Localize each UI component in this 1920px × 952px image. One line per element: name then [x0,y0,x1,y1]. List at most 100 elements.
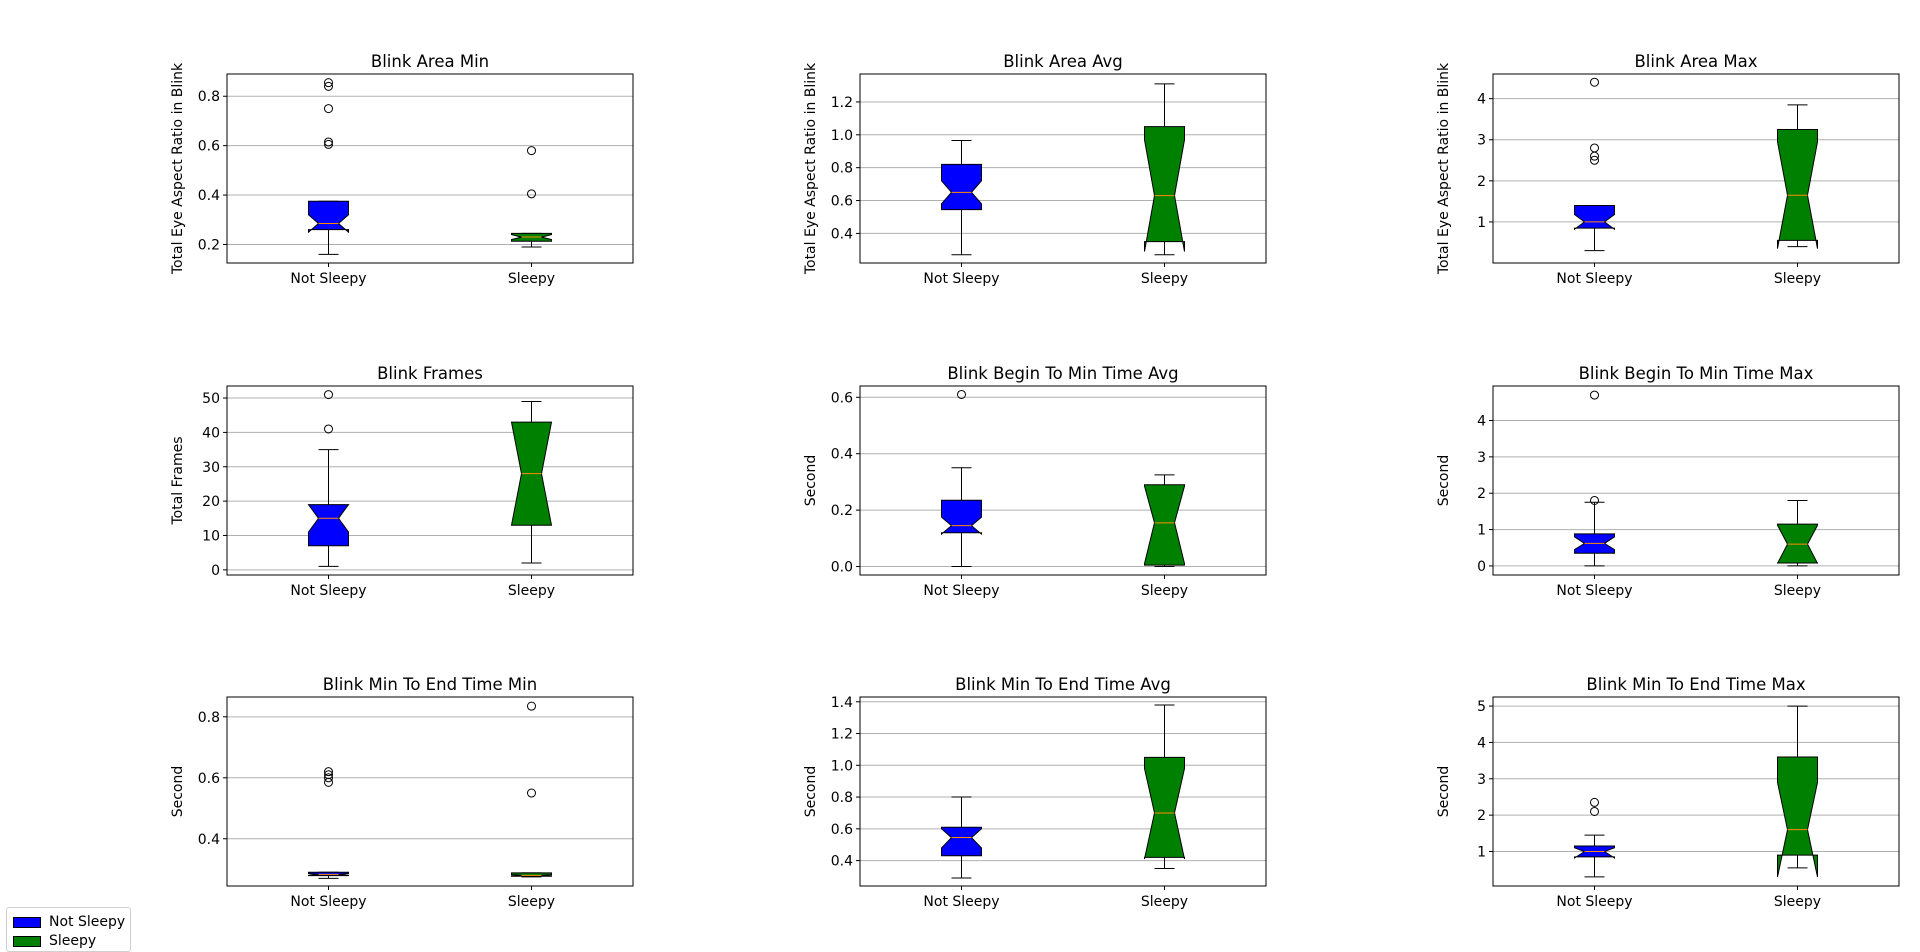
plot-frame [1492,696,1900,887]
subplot-6: 0 1 2 3 4 Not Sleepy Sleepy Blink Begin To Min … [1436,364,1900,599]
x-tick-label: Not Sleepy [290,894,366,910]
y-axis-label: Second [803,766,819,818]
box-not-sleepy [941,163,982,211]
y-tick-label: 4 [1477,735,1486,751]
subplot-8: 0.4 0.6 0.8 1.0 1.2 1.4 Not Sleepy Sleepy Blink … [803,675,1267,910]
subplot-7: 0.4 0.6 0.8 Not Sleepy Sleepy Blink Min To En… [170,675,634,910]
y-tick-label: 1 [1477,215,1486,231]
flier-point [324,767,333,777]
flier-point [324,78,333,88]
y-tick-label: 50 [202,391,220,407]
flier-point [324,770,333,780]
x-tick-label: Not Sleepy [290,271,366,287]
legend: Not Sleepy Sleepy [6,907,131,952]
subplot-9: 1 2 3 4 5 Not Sleepy Sleepy Blink Min To End Ti… [1436,675,1900,910]
y-tick-label: 0.6 [198,771,220,787]
box-not-sleepy [941,499,982,536]
y-tick-label: 40 [202,425,220,441]
x-tick-label: Sleepy [1774,583,1821,599]
box-not-sleepy [1574,205,1615,231]
plot-frame [226,696,634,887]
y-axis-label: Total Eye Aspect Ratio in Blink [170,62,186,275]
y-axis-label: Total Eye Aspect Ratio in Blink [803,62,819,275]
x-tick-label: Sleepy [508,271,555,287]
x-tick-label: Sleepy [1141,271,1188,287]
box-not-sleepy [308,200,349,234]
flier-point [527,701,536,711]
y-tick-label: 30 [202,460,220,476]
y-tick-label: 3 [1477,450,1486,466]
y-tick-label: 5 [1477,699,1486,715]
subplot-title: Blink Min To End Time Min [323,675,537,694]
box-sleepy [1777,129,1818,249]
flier-point [1590,143,1599,153]
box-sleepy [1144,126,1185,252]
y-tick-label: 0.4 [831,447,853,463]
y-tick-label: 0 [1477,559,1486,575]
plot-frame [1492,73,1900,264]
x-tick-label: Sleepy [508,583,555,599]
y-tick-label: 0.4 [831,226,853,242]
flier-point [527,146,536,156]
plot-frame [1492,385,1900,576]
y-tick-label: 3 [1477,133,1486,149]
legend-swatch-sleepy [13,935,41,947]
flier-point [1590,77,1599,87]
y-tick-label: 0.4 [198,188,220,204]
y-tick-label: 10 [202,528,220,544]
flier-point [957,389,966,399]
flier-point [324,137,333,147]
y-tick-label: 0.6 [831,390,853,406]
y-tick-label: 0.8 [831,161,853,177]
x-tick-label: Not Sleepy [923,894,999,910]
y-tick-label: 1.2 [831,95,853,111]
x-tick-label: Sleepy [508,894,555,910]
flier-point [1590,797,1599,807]
box-sleepy [1144,756,1185,860]
y-tick-label: 0.8 [198,89,220,105]
subplot-title: Blink Area Avg [1003,52,1123,71]
y-tick-label: 2 [1477,808,1486,824]
y-tick-label: 0 [211,563,220,579]
y-tick-label: 0.6 [831,822,853,838]
y-tick-label: 1.2 [831,727,853,743]
subplot-2: 0.4 0.6 0.8 1.0 1.2 Not Sleepy Sleepy Blink Are… [803,52,1267,287]
y-tick-label: 20 [202,494,220,510]
y-axis-label: Second [1436,766,1452,818]
subplot-title: Blink Begin To Min Time Avg [947,364,1178,383]
flier-point [1590,390,1599,400]
y-axis-label: Total Frames [170,436,186,525]
flier-point [1590,495,1599,505]
box-not-sleepy [307,504,350,547]
y-tick-label: 1 [1477,844,1486,860]
x-tick-label: Not Sleepy [1556,894,1632,910]
subplot-title: Blink Min To End Time Max [1586,675,1805,694]
y-tick-label: 0.8 [198,710,220,726]
plot-frame [859,696,1267,887]
y-tick-label: 4 [1477,414,1486,430]
legend-swatch-not-sleepy [13,916,41,928]
y-axis-label: Second [1436,455,1452,507]
legend-label-not-sleepy: Not Sleepy [49,914,126,930]
y-tick-label: 0.2 [198,237,220,253]
legend-label-sleepy: Sleepy [49,933,97,949]
y-tick-label: 1.0 [831,128,853,144]
y-axis-label: Second [170,766,186,818]
y-axis-label: Second [803,455,819,507]
box-sleepy [1777,756,1818,878]
subplot-1: 0.2 0.4 0.6 0.8 Not Sleepy Sleepy Blink Area M… [170,52,634,287]
y-tick-label: 1.4 [831,695,853,711]
subplot-3: 1 2 3 4 Not Sleepy Sleepy Blink Area Max Total … [1436,52,1900,287]
x-tick-label: Sleepy [1774,271,1821,287]
y-tick-label: 2 [1477,174,1486,190]
plot-frame [226,73,634,264]
y-tick-label: 0.4 [198,832,220,848]
x-tick-label: Sleepy [1141,583,1188,599]
y-tick-label: 3 [1477,772,1486,788]
flier-point [324,424,333,434]
box-sleepy [1144,484,1185,566]
x-tick-label: Not Sleepy [923,583,999,599]
flier-point [324,390,333,400]
y-tick-label: 0.4 [831,854,853,870]
